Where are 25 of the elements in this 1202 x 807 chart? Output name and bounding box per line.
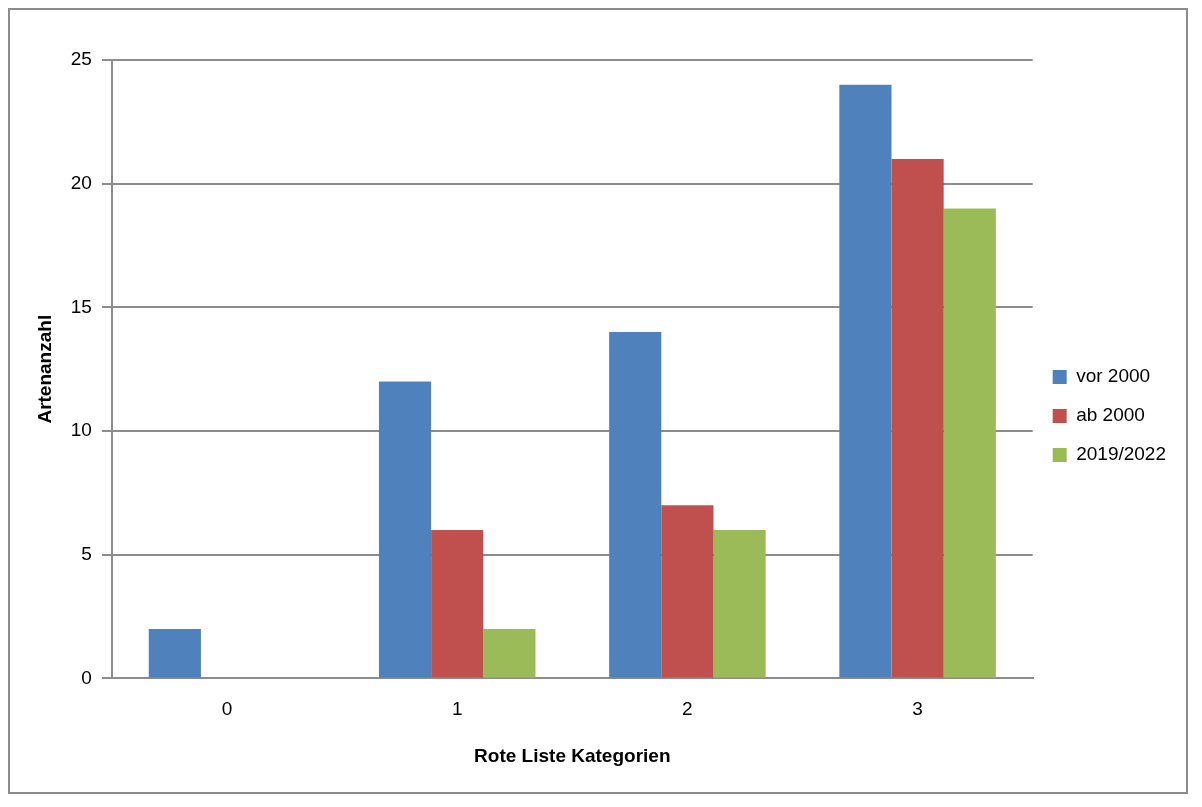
- bar: [609, 332, 662, 678]
- x-tick-label: 0: [221, 698, 233, 720]
- legend-label: ab 2000: [1076, 404, 1145, 426]
- bar: [943, 208, 996, 678]
- y-tick-label: 20: [70, 171, 92, 193]
- bar: [378, 381, 432, 678]
- bar: [148, 628, 201, 678]
- legend-label: 2019/2022: [1076, 443, 1167, 465]
- x-axis-title: Rote Liste Kategorien: [474, 744, 671, 766]
- bar: [839, 84, 892, 678]
- y-axis-title: Artenanzahl: [33, 314, 55, 424]
- bar: [713, 529, 766, 678]
- legend-label: vor 2000: [1076, 365, 1151, 387]
- bar: [483, 628, 536, 678]
- bar: [661, 505, 714, 678]
- x-tick-label: 2: [682, 698, 693, 720]
- y-tick-label: 25: [70, 48, 92, 70]
- bar: [891, 158, 944, 678]
- y-tick-label: 0: [81, 666, 92, 688]
- y-tick-label: 15: [70, 295, 92, 317]
- y-tick-label: 5: [81, 542, 92, 564]
- y-tick-label: 10: [70, 419, 92, 441]
- bar: [431, 529, 484, 678]
- x-tick-label: 1: [451, 698, 463, 720]
- x-tick-label: 3: [912, 698, 923, 720]
